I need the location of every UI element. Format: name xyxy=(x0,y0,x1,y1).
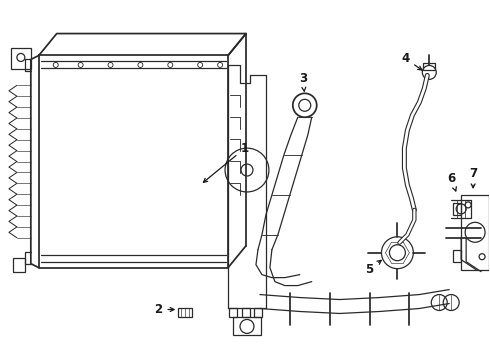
Bar xyxy=(453,203,461,215)
Bar xyxy=(229,307,237,318)
Text: 3: 3 xyxy=(299,72,307,91)
Text: 4: 4 xyxy=(401,52,422,70)
Bar xyxy=(254,307,262,318)
Text: 1: 1 xyxy=(203,141,249,182)
Bar xyxy=(242,307,250,318)
Text: 6: 6 xyxy=(447,171,456,191)
Bar xyxy=(11,48,31,69)
Bar xyxy=(423,63,435,71)
Bar xyxy=(461,195,489,270)
Text: 5: 5 xyxy=(366,260,381,276)
Text: 7: 7 xyxy=(469,167,477,188)
Bar xyxy=(233,318,261,336)
Bar xyxy=(178,307,192,318)
Bar xyxy=(453,250,461,262)
Text: 2: 2 xyxy=(154,303,174,316)
Bar xyxy=(13,258,25,272)
